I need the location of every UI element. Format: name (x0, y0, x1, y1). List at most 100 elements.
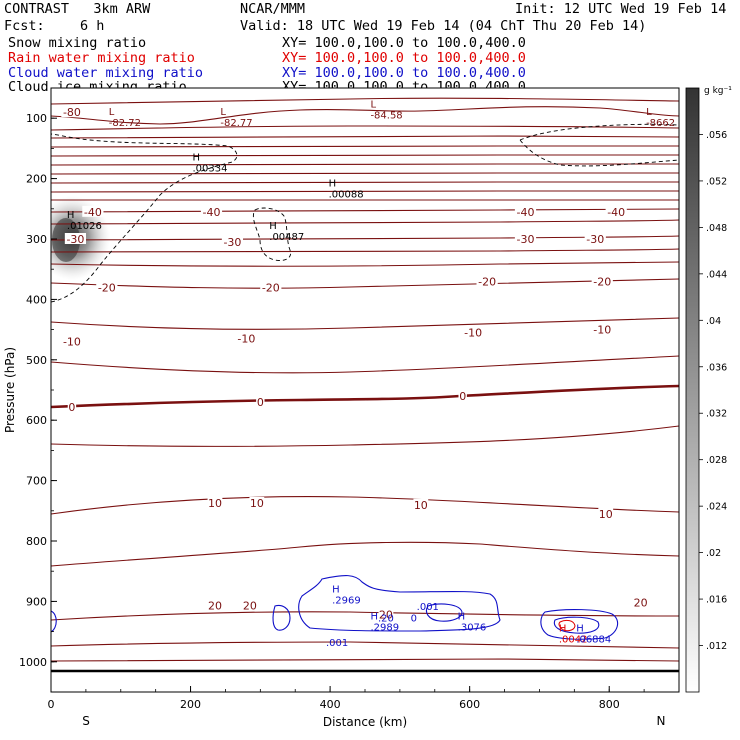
valid-time: Valid: 18 UTC Wed 19 Feb 14 (04 ChT Thu … (240, 18, 647, 34)
y-tick-label: 800 (26, 535, 47, 548)
isotherm-label: -20 (478, 275, 496, 288)
isotherm-label: -80 (63, 106, 81, 119)
isotherm-line (51, 125, 679, 131)
isotherm-label-bg (591, 275, 613, 287)
isotherm-labels: -80 -40 -40 -40 -40 -30 -30 -30 -30 -20 -20 -20 -20 -… (61, 106, 649, 622)
isotherm-line (51, 208, 679, 213)
isotherm-label: 10 (599, 508, 613, 521)
isotherm-label: -10 (464, 327, 482, 340)
colorbar-tick-label: .036 (706, 362, 727, 373)
cloud-water-labels: .001 .001 .20 0 (326, 602, 439, 649)
isotherm-label-bg (514, 205, 537, 217)
y-tick-label: 900 (26, 595, 47, 608)
isotherm-label-bg (605, 205, 627, 217)
x-axis-label: Distance (km) (323, 715, 407, 729)
colorbar-tick-label: .028 (706, 455, 727, 466)
isotherm-label-bg (458, 390, 467, 402)
colorbar (685, 87, 700, 693)
isotherm-label-bg (235, 332, 257, 344)
rain-field-xy: XY= 100.0,100.0 to 100.0,400.0 (282, 50, 526, 66)
isotherm-line (51, 154, 679, 157)
extrema-marker: L (370, 99, 376, 110)
cloud-ice-contours (51, 123, 679, 303)
colorbar-tick-label: .024 (706, 502, 727, 513)
isotherm-label: -20 (98, 281, 116, 294)
extrema-marker: H (193, 153, 201, 164)
contour-layer: -80 -40 -40 -40 -40 -30 -30 -30 -30 -20 -20 -20 -20 -… (51, 97, 679, 662)
extrema-value: -84.58 (370, 110, 402, 121)
extrema-value: .06884 (576, 635, 611, 646)
isotherm-line (51, 235, 679, 241)
isotherm-line (51, 145, 679, 148)
extrema-marker: H (559, 624, 567, 635)
y-tick-label: 600 (26, 414, 47, 427)
isotherm-line (51, 261, 679, 267)
snow-field-label: Snow mixing ratio (8, 35, 147, 51)
isotherm-label-bg (249, 496, 265, 508)
isotherm-line (51, 278, 679, 289)
extrema-marker: H (269, 221, 277, 232)
forecast-label: Fcst: (4, 18, 45, 34)
isotherm-label: -20 (262, 281, 280, 294)
cloud-field-label: Cloud water mixing ratio (8, 65, 204, 81)
isotherm-label: 20 (634, 597, 648, 610)
isotherm-line (51, 425, 679, 447)
extrema-value: .0042 (559, 635, 588, 646)
extrema-value: -82.77 (220, 118, 252, 129)
isotherm-label: -30 (66, 233, 84, 246)
isotherm-line (51, 641, 679, 649)
extrema-value: .00088 (329, 189, 364, 200)
isotherm-label: -10 (63, 336, 81, 349)
isotherm-label-bg (256, 396, 265, 408)
isotherm-line (51, 190, 679, 193)
colorbar-tick-label: .016 (706, 595, 727, 606)
colorbar-tick-label: .02 (706, 548, 721, 559)
isotherm-label: -40 (203, 206, 221, 219)
extrema-marker: H (458, 612, 466, 623)
extrema-value: .3076 (458, 623, 487, 634)
isotherm-label: -10 (237, 333, 255, 346)
extrema-value: .2989 (370, 623, 399, 634)
x-tick-label: 0 (48, 698, 55, 711)
isotherm-label-bg (476, 275, 498, 287)
isotherm-line (51, 355, 679, 374)
isotherm-line (51, 172, 679, 175)
colorbar-tick-label: .048 (706, 223, 727, 234)
isotherm-label: 10 (250, 497, 264, 510)
isotherm-line (51, 658, 679, 662)
isotherm-label-bg (61, 106, 83, 118)
isotherm-label-bg (207, 496, 223, 508)
isotherm-line (51, 611, 679, 621)
rain-water-contour (558, 619, 576, 632)
isotherm-label: -40 (84, 206, 102, 219)
isotherm-label: 20 (379, 609, 393, 622)
extrema-marker: H (329, 178, 337, 189)
isotherm-line (51, 541, 679, 567)
org-label: NCAR/MMM (240, 1, 306, 17)
isotherm-label-bg (413, 498, 429, 510)
colorbar-ticks: .012 .016 .02 .024 .028 .032 .036 .04 .044 .048 .0… (699, 130, 727, 652)
isotherm-label-bg (242, 599, 258, 611)
x-tick-label: 600 (459, 698, 480, 711)
colorbar-tick-label: .04 (706, 316, 721, 327)
rain-field-label: Rain water mixing ratio (8, 50, 195, 66)
isotherm-label-bg (598, 507, 614, 519)
isotherm-line (51, 496, 679, 515)
isotherm-label-bg (584, 233, 606, 244)
extrema-labels: L-82.72L-82.77L-84.58 L-8662H.00334H.0008… (67, 99, 675, 645)
isotherm-label: -30 (586, 233, 604, 246)
isotherm-label-bg (64, 233, 87, 244)
y-tick-label: 400 (26, 293, 47, 306)
cloud-water-contours (51, 575, 619, 640)
x-tick-label: 400 (320, 698, 341, 711)
isotherm-line (51, 181, 679, 184)
y-tick-label: 100 (26, 112, 47, 125)
x-tick-label: 200 (180, 698, 201, 711)
y-tick-label: 700 (26, 475, 47, 488)
south-label: S (82, 714, 90, 728)
isotherm-line (51, 135, 679, 139)
cloud-field-xy: XY= 100.0,100.0 to 100.0,400.0 (282, 65, 526, 81)
cloud-water-label: .20 (378, 614, 394, 625)
y-tick-label: 200 (26, 173, 47, 186)
